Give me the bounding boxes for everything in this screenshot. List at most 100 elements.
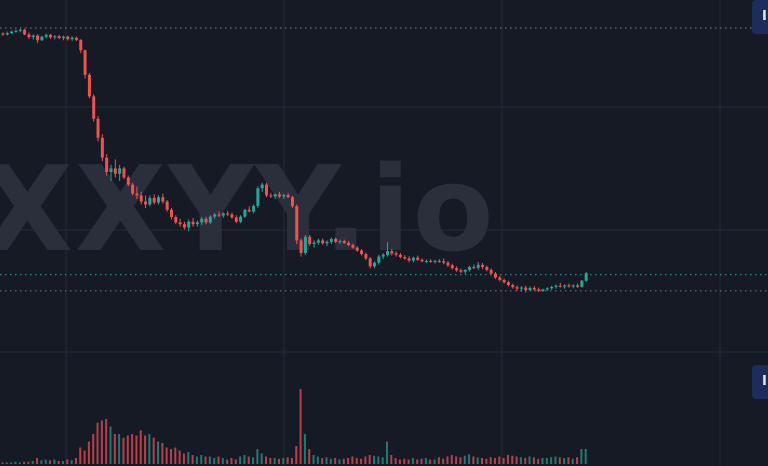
volume-bar: [437, 457, 440, 464]
candle-body: [200, 218, 204, 223]
volume-bar: [321, 458, 324, 464]
candle: [316, 238, 320, 245]
candle-body: [481, 264, 485, 268]
candle-body: [230, 214, 234, 218]
volume-bar: [459, 457, 462, 464]
volume-bar: [109, 426, 112, 464]
candle-body: [139, 195, 143, 202]
volume-bar: [27, 461, 30, 464]
volume-bar: [342, 458, 345, 464]
volume-bar: [299, 389, 302, 464]
candle: [221, 212, 225, 218]
volume-bar: [217, 456, 220, 464]
candle-body: [485, 267, 489, 270]
candle: [83, 49, 87, 79]
volume-bar: [10, 462, 13, 464]
volume-bar: [368, 455, 371, 464]
volume-bar: [273, 458, 276, 464]
candle: [182, 221, 186, 230]
volume-bar: [174, 447, 177, 464]
candle-body: [109, 168, 113, 172]
candle-body: [450, 265, 454, 269]
volume-bar: [550, 457, 553, 464]
candle: [433, 259, 437, 264]
candle: [368, 256, 372, 269]
candle: [321, 238, 325, 245]
volume-bar: [282, 458, 285, 464]
candle: [468, 265, 472, 272]
volume-bar: [502, 458, 505, 464]
candle-body: [105, 157, 109, 172]
volume-bar: [420, 458, 423, 464]
volume-bar: [61, 461, 64, 464]
candle: [70, 36, 74, 41]
volume-bar: [204, 456, 207, 464]
candle: [23, 28, 27, 36]
candle: [161, 193, 165, 204]
volume-bar: [66, 459, 69, 464]
candle-body: [113, 168, 117, 174]
candle: [122, 166, 126, 180]
candle-body: [463, 269, 467, 272]
candle: [277, 191, 281, 198]
candle-body: [351, 245, 355, 248]
volume-bar: [195, 456, 198, 464]
candle-body: [299, 240, 303, 253]
candle-body: [433, 260, 437, 262]
candle: [92, 94, 96, 122]
volume-bar: [498, 456, 501, 464]
volume-bar: [468, 454, 471, 464]
candle: [44, 33, 48, 39]
volume-bar: [126, 435, 129, 464]
candle: [157, 195, 161, 205]
candle-body: [49, 34, 53, 38]
volume-bar: [135, 435, 138, 464]
candle-body: [554, 285, 558, 287]
candle-body: [53, 36, 57, 38]
candle-body: [420, 259, 424, 262]
candle: [416, 255, 420, 261]
volume-bar: [87, 441, 90, 464]
volume-bar: [1, 462, 4, 464]
candle-body: [502, 280, 506, 283]
candle-body: [290, 197, 294, 207]
candle: [252, 204, 256, 214]
volume-bar: [411, 458, 414, 464]
watermark: XXYY.io: [0, 140, 496, 278]
candle: [347, 241, 351, 247]
candle: [580, 280, 584, 288]
volume-bar: [515, 456, 518, 464]
volume-bar: [532, 457, 535, 464]
candle-body: [511, 285, 515, 288]
candle: [498, 276, 502, 282]
reference-lines: [0, 27, 768, 292]
candle: [537, 287, 541, 292]
candle-body: [277, 194, 281, 197]
candle: [5, 31, 9, 36]
candle-body: [144, 201, 148, 205]
candle: [558, 282, 562, 288]
volume-bar: [347, 458, 350, 464]
volume-bar: [18, 462, 21, 464]
volume-bar: [364, 456, 367, 464]
volume-bar: [506, 455, 509, 464]
candle-body: [377, 256, 381, 263]
candle-body: [10, 31, 14, 34]
volume-bar: [31, 461, 34, 464]
candle: [53, 35, 57, 40]
volume-bar: [580, 449, 583, 464]
candle: [243, 208, 247, 218]
candle: [204, 216, 208, 225]
candles: [1, 28, 588, 293]
candle: [40, 35, 44, 41]
candle: [360, 249, 364, 256]
candle-body: [260, 184, 264, 189]
volume-bar: [360, 458, 363, 464]
volume-bar: [182, 453, 185, 464]
candle-body: [442, 261, 446, 263]
volume-bar: [355, 458, 358, 464]
candle-body: [18, 29, 22, 31]
candle-body: [563, 285, 567, 287]
